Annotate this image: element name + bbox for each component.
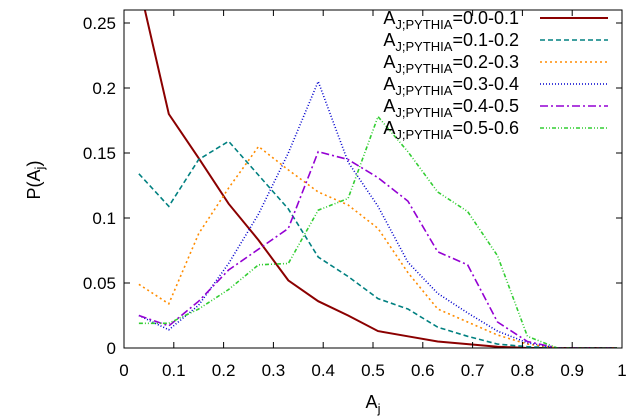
x-axis-title: Aj xyxy=(366,392,381,416)
legend-label-4: AJ;PYTHIA=0.3-0.4 xyxy=(383,74,519,98)
legend: AJ;PYTHIA=0.0-0.1AJ;PYTHIA=0.1-0.2AJ;PYT… xyxy=(383,8,608,142)
legend-label-1: AJ;PYTHIA=0.0-0.1 xyxy=(383,8,519,32)
x-tick-label: 0.7 xyxy=(461,361,485,380)
series-line-1 xyxy=(143,10,617,348)
x-tick-label: 0 xyxy=(119,361,128,380)
legend-label-3: AJ;PYTHIA=0.2-0.3 xyxy=(383,52,519,76)
x-tick-label: 0.9 xyxy=(560,361,584,380)
legend-label-2: AJ;PYTHIA=0.1-0.2 xyxy=(383,30,519,54)
x-tick-label: 0.5 xyxy=(361,361,385,380)
x-tick-label: 0.1 xyxy=(162,361,186,380)
y-tick-label: 0 xyxy=(107,339,116,358)
y-tick-label: 0.05 xyxy=(83,274,116,293)
series-lines xyxy=(138,10,617,348)
y-axis-title: P(Aj) xyxy=(24,161,47,200)
x-tick-label: 1 xyxy=(617,361,626,380)
x-tick-label: 0.4 xyxy=(311,361,335,380)
series-line-2 xyxy=(138,140,617,348)
x-tick-label: 0.2 xyxy=(212,361,236,380)
y-tick-label: 0.15 xyxy=(83,144,116,163)
plot-frame xyxy=(123,9,623,349)
legend-label-6: AJ;PYTHIA=0.5-0.6 xyxy=(383,118,519,142)
x-tick-label: 0.6 xyxy=(411,361,435,380)
x-tick-label: 0.3 xyxy=(262,361,286,380)
legend-label-5: AJ;PYTHIA=0.4-0.5 xyxy=(383,96,519,120)
y-tick-label: 0.2 xyxy=(92,79,116,98)
series-line-5 xyxy=(138,150,617,348)
series-line-4 xyxy=(138,79,617,348)
series-line-6 xyxy=(138,115,617,348)
y-tick-label: 0.25 xyxy=(83,14,116,33)
y-tick-label: 0.1 xyxy=(92,209,116,228)
series-line-3 xyxy=(138,145,617,348)
axis-ticks: 0 0.1 0.2 0.3 0.4 0.5 0.6 0.7 0.8 0.9 1 0 0.05 0.1 0.1… xyxy=(83,10,627,380)
x-tick-label: 0.8 xyxy=(511,361,535,380)
